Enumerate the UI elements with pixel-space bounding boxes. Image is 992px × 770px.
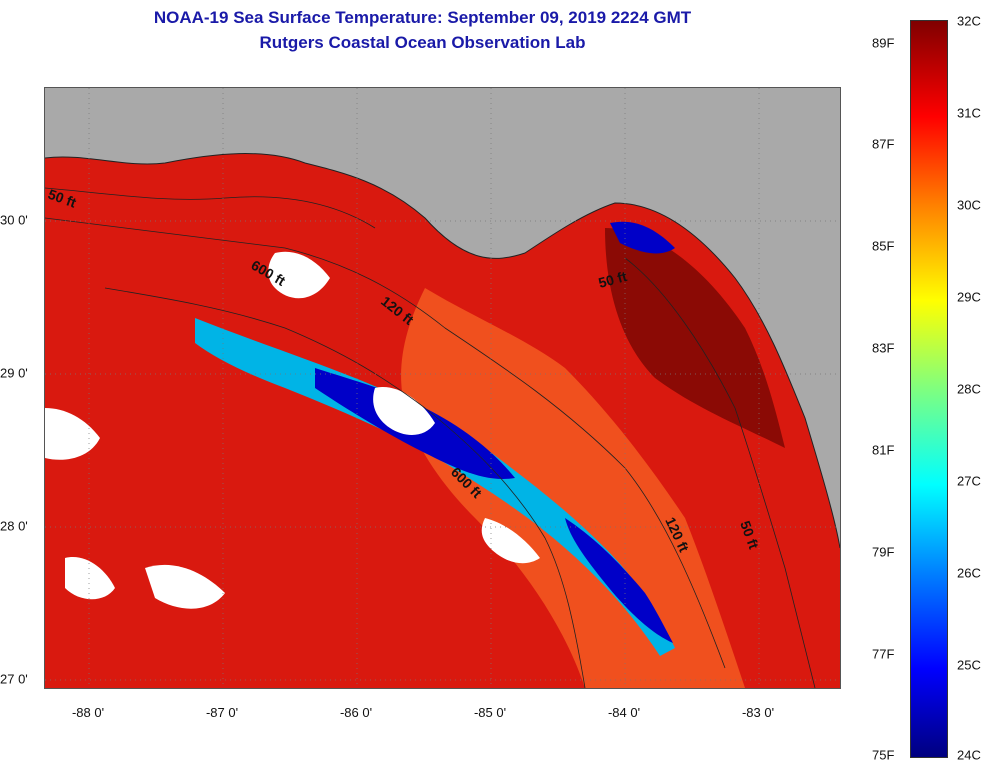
isobath-120ft	[45, 217, 726, 669]
sst-map-canvas: 50 ft 600 ft 120 ft 600 ft 120 ft 50 ft …	[45, 88, 840, 688]
cloud-patch-2	[373, 387, 435, 435]
colorbar-c-label: 32C	[957, 13, 981, 29]
colorbar-c-label: 28C	[957, 381, 981, 397]
x-tick-label: -88 0'	[71, 705, 105, 720]
colorbar-f-label: 81F	[872, 442, 895, 458]
x-tick-label: -83 0'	[741, 705, 775, 720]
cloud-patch-1	[268, 251, 330, 299]
colorbar-c-label: 26C	[957, 565, 981, 581]
title-line-1: NOAA-19 Sea Surface Temperature: Septemb…	[153, 8, 692, 27]
isobath-50ft-west	[45, 187, 376, 229]
colorbar-f-label: 77F	[872, 646, 895, 662]
cloud-patch-5	[65, 557, 115, 600]
isobath-50ft-east	[624, 257, 816, 688]
x-tick-label: -86 0'	[339, 705, 373, 720]
colorbar-f-label: 83F	[872, 340, 895, 356]
contour-label-50ft-north: 50 ft	[597, 268, 629, 291]
x-tick-label: -87 0'	[205, 705, 239, 720]
y-tick-label: 28 0'	[0, 518, 28, 534]
colorbar-f-label: 89F	[872, 35, 895, 51]
colorbar-f-label: 75F	[872, 747, 895, 763]
colorbar-c-label: 30C	[957, 197, 981, 213]
isobath-600ft	[104, 287, 586, 688]
cloud-patch-4	[481, 518, 540, 564]
colorbar-c-label: 25C	[957, 657, 981, 673]
coastline	[45, 153, 840, 549]
colorbar-c-label: 29C	[957, 289, 981, 305]
temperature-colorbar	[910, 20, 948, 758]
shelf-region	[401, 288, 745, 688]
colorbar-c-label: 27C	[957, 473, 981, 489]
colorbar-c-label: 31C	[957, 105, 981, 121]
colorbar-f-label: 79F	[872, 544, 895, 560]
colorbar-f-label: 85F	[872, 238, 895, 254]
colorbar-c-label: 24C	[957, 747, 981, 763]
cold-patch-ne	[610, 221, 675, 254]
cool-band	[195, 318, 675, 656]
title-line-2: Rutgers Coastal Ocean Observation Lab	[259, 33, 586, 52]
cloud-patch-6	[145, 564, 225, 609]
colorbar-f-label: 87F	[872, 136, 895, 152]
sst-map: 50 ft 600 ft 120 ft 600 ft 120 ft 50 ft …	[44, 87, 841, 689]
y-tick-label: 27 0'	[0, 671, 28, 687]
x-tick-label: -84 0'	[607, 705, 641, 720]
cloud-patch-3	[45, 408, 100, 460]
cold-patch-south	[565, 518, 673, 643]
graticule	[45, 88, 840, 688]
y-tick-label: 29 0'	[0, 365, 28, 381]
y-tick-label: 30 0'	[0, 212, 28, 228]
x-tick-label: -85 0'	[473, 705, 507, 720]
